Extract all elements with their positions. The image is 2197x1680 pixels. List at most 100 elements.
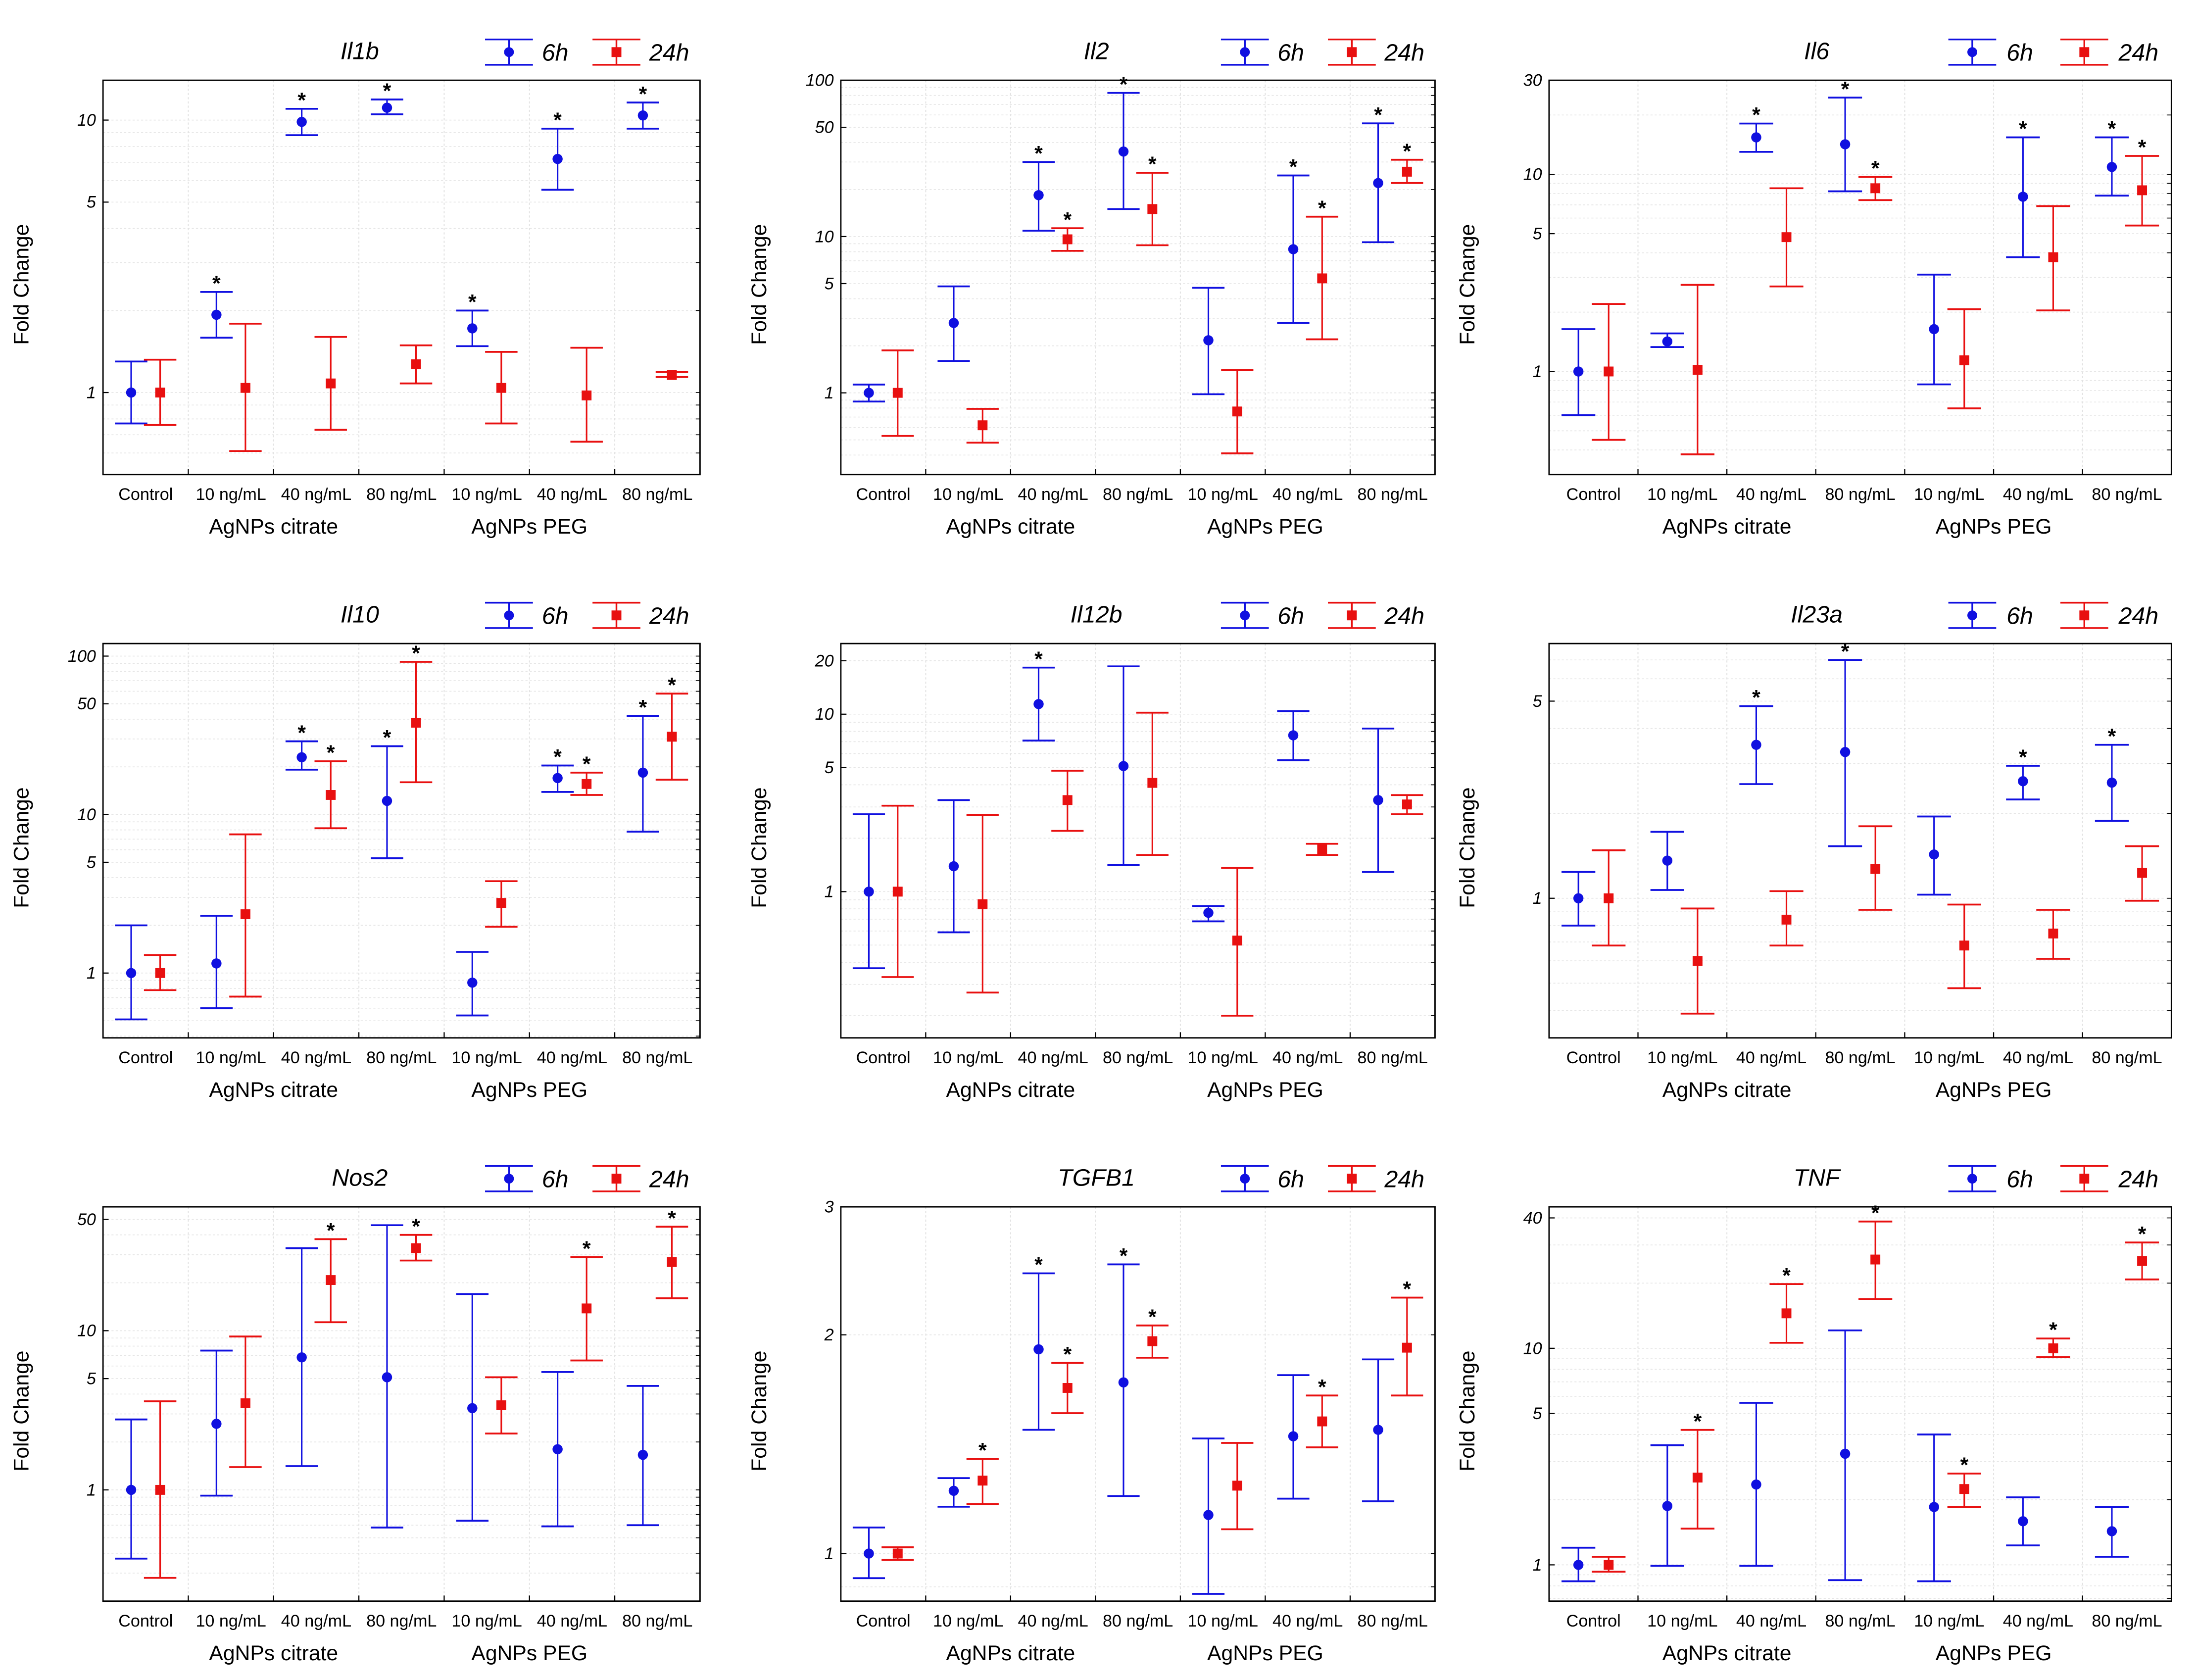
chart-title: Il10	[341, 601, 379, 628]
series-6h-mean-marker	[382, 1372, 392, 1383]
legend-square-marker	[2079, 610, 2090, 621]
series-24h-point	[485, 1376, 518, 1434]
series-24h-point: *	[966, 1438, 999, 1505]
series-24h-point: *	[2036, 1318, 2070, 1358]
series-6h-point	[627, 1385, 659, 1527]
significance-star: *	[1960, 1453, 1968, 1477]
x-category-label: 40 ng/mL	[281, 485, 351, 504]
series-6h-point	[1107, 665, 1140, 866]
series-6h-mean-marker	[1373, 178, 1383, 189]
x-category-label: 40 ng/mL	[537, 485, 607, 504]
series-6h-point	[1650, 831, 1684, 891]
series-24h-mean-marker	[1781, 914, 1792, 925]
series-6h-mean-marker	[948, 318, 959, 328]
series-6h-point: *	[627, 82, 659, 130]
series-6h-point: *	[2006, 117, 2040, 258]
series-24h-point	[1592, 849, 1626, 947]
series-24h-mean-marker	[667, 370, 677, 380]
x-category-label: 10 ng/mL	[195, 1612, 266, 1631]
y-tick-label: 1	[1533, 1556, 1542, 1575]
series-6h-point	[1277, 710, 1310, 761]
legend-label-6h: 6h	[1277, 1166, 1304, 1192]
x-category-label: 80 ng/mL	[622, 485, 692, 504]
series-6h-mean-marker	[467, 323, 478, 334]
plot-frame	[840, 642, 1436, 1039]
y-tick-label: 1	[87, 383, 96, 402]
series-24h-mean-marker	[326, 790, 336, 800]
x-category-label: 10 ng/mL	[1914, 1612, 1984, 1631]
significance-star: *	[1064, 208, 1072, 232]
series-6h-point	[1192, 1437, 1225, 1595]
x-category-label: 40 ng/mL	[1272, 485, 1343, 504]
legend-label-24h: 24h	[649, 602, 689, 629]
series-24h-mean-marker	[240, 383, 250, 393]
significance-star: *	[1841, 77, 1850, 101]
y-axis-label: Fold Change	[1456, 788, 1479, 908]
legend-square-marker	[611, 1174, 622, 1184]
series-24h-mean-marker	[1692, 1473, 1703, 1482]
series-24h-mean-marker	[240, 909, 250, 919]
legend-label-6h: 6h	[542, 39, 569, 66]
legend-label-6h: 6h	[1277, 39, 1304, 66]
series-24h-mean-marker	[1692, 956, 1703, 966]
series-6h-mean-marker	[1373, 1425, 1383, 1435]
series-6h-mean-marker	[2106, 1526, 2117, 1536]
series-24h-point: *	[314, 1219, 347, 1324]
series-24h-point: *	[1051, 1342, 1084, 1414]
series-6h-point	[200, 915, 233, 1009]
series-6h-mean-marker	[1662, 1501, 1673, 1511]
significance-star: *	[1148, 1305, 1157, 1329]
x-group-label: AgNPs citrate	[946, 515, 1075, 539]
plot-frame	[102, 642, 701, 1039]
series-6h-point: *	[1107, 73, 1140, 210]
y-tick-label: 3	[825, 1197, 834, 1216]
series-6h-mean-marker	[637, 110, 648, 121]
chart-title: Il1b	[341, 38, 379, 64]
series-24h-mean-marker	[2048, 1343, 2058, 1353]
y-tick-label: 5	[1533, 692, 1543, 711]
series-6h-point	[1192, 287, 1225, 395]
y-tick-label: 5	[87, 1370, 97, 1388]
y-tick-label: 40	[1523, 1209, 1542, 1228]
chart-panel-tnf: 1 5 10 40 Fold Change Control 10 ng/mL 40 ng/mL…	[1456, 1164, 2172, 1665]
x-category-label: 80 ng/mL	[1103, 1612, 1173, 1631]
y-tick-label: 1	[1533, 889, 1542, 908]
series-24h-point	[1136, 711, 1169, 856]
series-24h-mean-marker	[582, 779, 592, 789]
significance-star: *	[2138, 136, 2147, 159]
y-tick-label: 10	[77, 1322, 96, 1340]
series-24h-point	[1221, 867, 1254, 1017]
x-category-label: 10 ng/mL	[933, 1612, 1003, 1631]
series-24h-point: *	[1306, 1375, 1338, 1448]
series-24h-mean-marker	[411, 359, 421, 369]
series-6h-point	[852, 1527, 885, 1580]
significance-star: *	[1034, 647, 1043, 671]
significance-star: *	[1694, 1410, 1702, 1433]
legend-label-6h: 6h	[542, 1166, 569, 1192]
x-category-label: 40 ng/mL	[1018, 1048, 1088, 1067]
series-6h-point: *	[627, 695, 659, 833]
series-6h-point	[937, 285, 970, 362]
y-tick-label: 10	[815, 705, 834, 724]
legend-label-6h: 6h	[542, 602, 569, 629]
x-group-label: AgNPs PEG	[1936, 1078, 2052, 1102]
series-24h-mean-marker	[1232, 406, 1242, 417]
series-6h-mean-marker	[1662, 855, 1673, 866]
x-category-label: 10 ng/mL	[195, 485, 266, 504]
legend-label-24h: 24h	[1384, 602, 1424, 629]
series-6h-point	[1917, 1433, 1951, 1582]
series-24h-mean-marker	[1062, 795, 1073, 805]
series-6h-mean-marker	[1573, 366, 1584, 377]
x-category-label: 80 ng/mL	[622, 1612, 692, 1631]
series-6h-point: *	[2006, 745, 2040, 801]
x-category-label: 80 ng/mL	[1103, 485, 1173, 504]
series-6h-point	[937, 799, 970, 934]
series-24h-mean-marker	[1959, 355, 1969, 365]
x-category-label: 80 ng/mL	[366, 1048, 437, 1067]
x-category-label: 40 ng/mL	[537, 1048, 607, 1067]
series-6h-mean-marker	[211, 1419, 222, 1429]
series-6h-point	[541, 1371, 574, 1528]
significance-star: *	[1318, 1375, 1326, 1399]
plot-frame	[102, 1206, 701, 1602]
significance-star: *	[412, 1215, 420, 1238]
